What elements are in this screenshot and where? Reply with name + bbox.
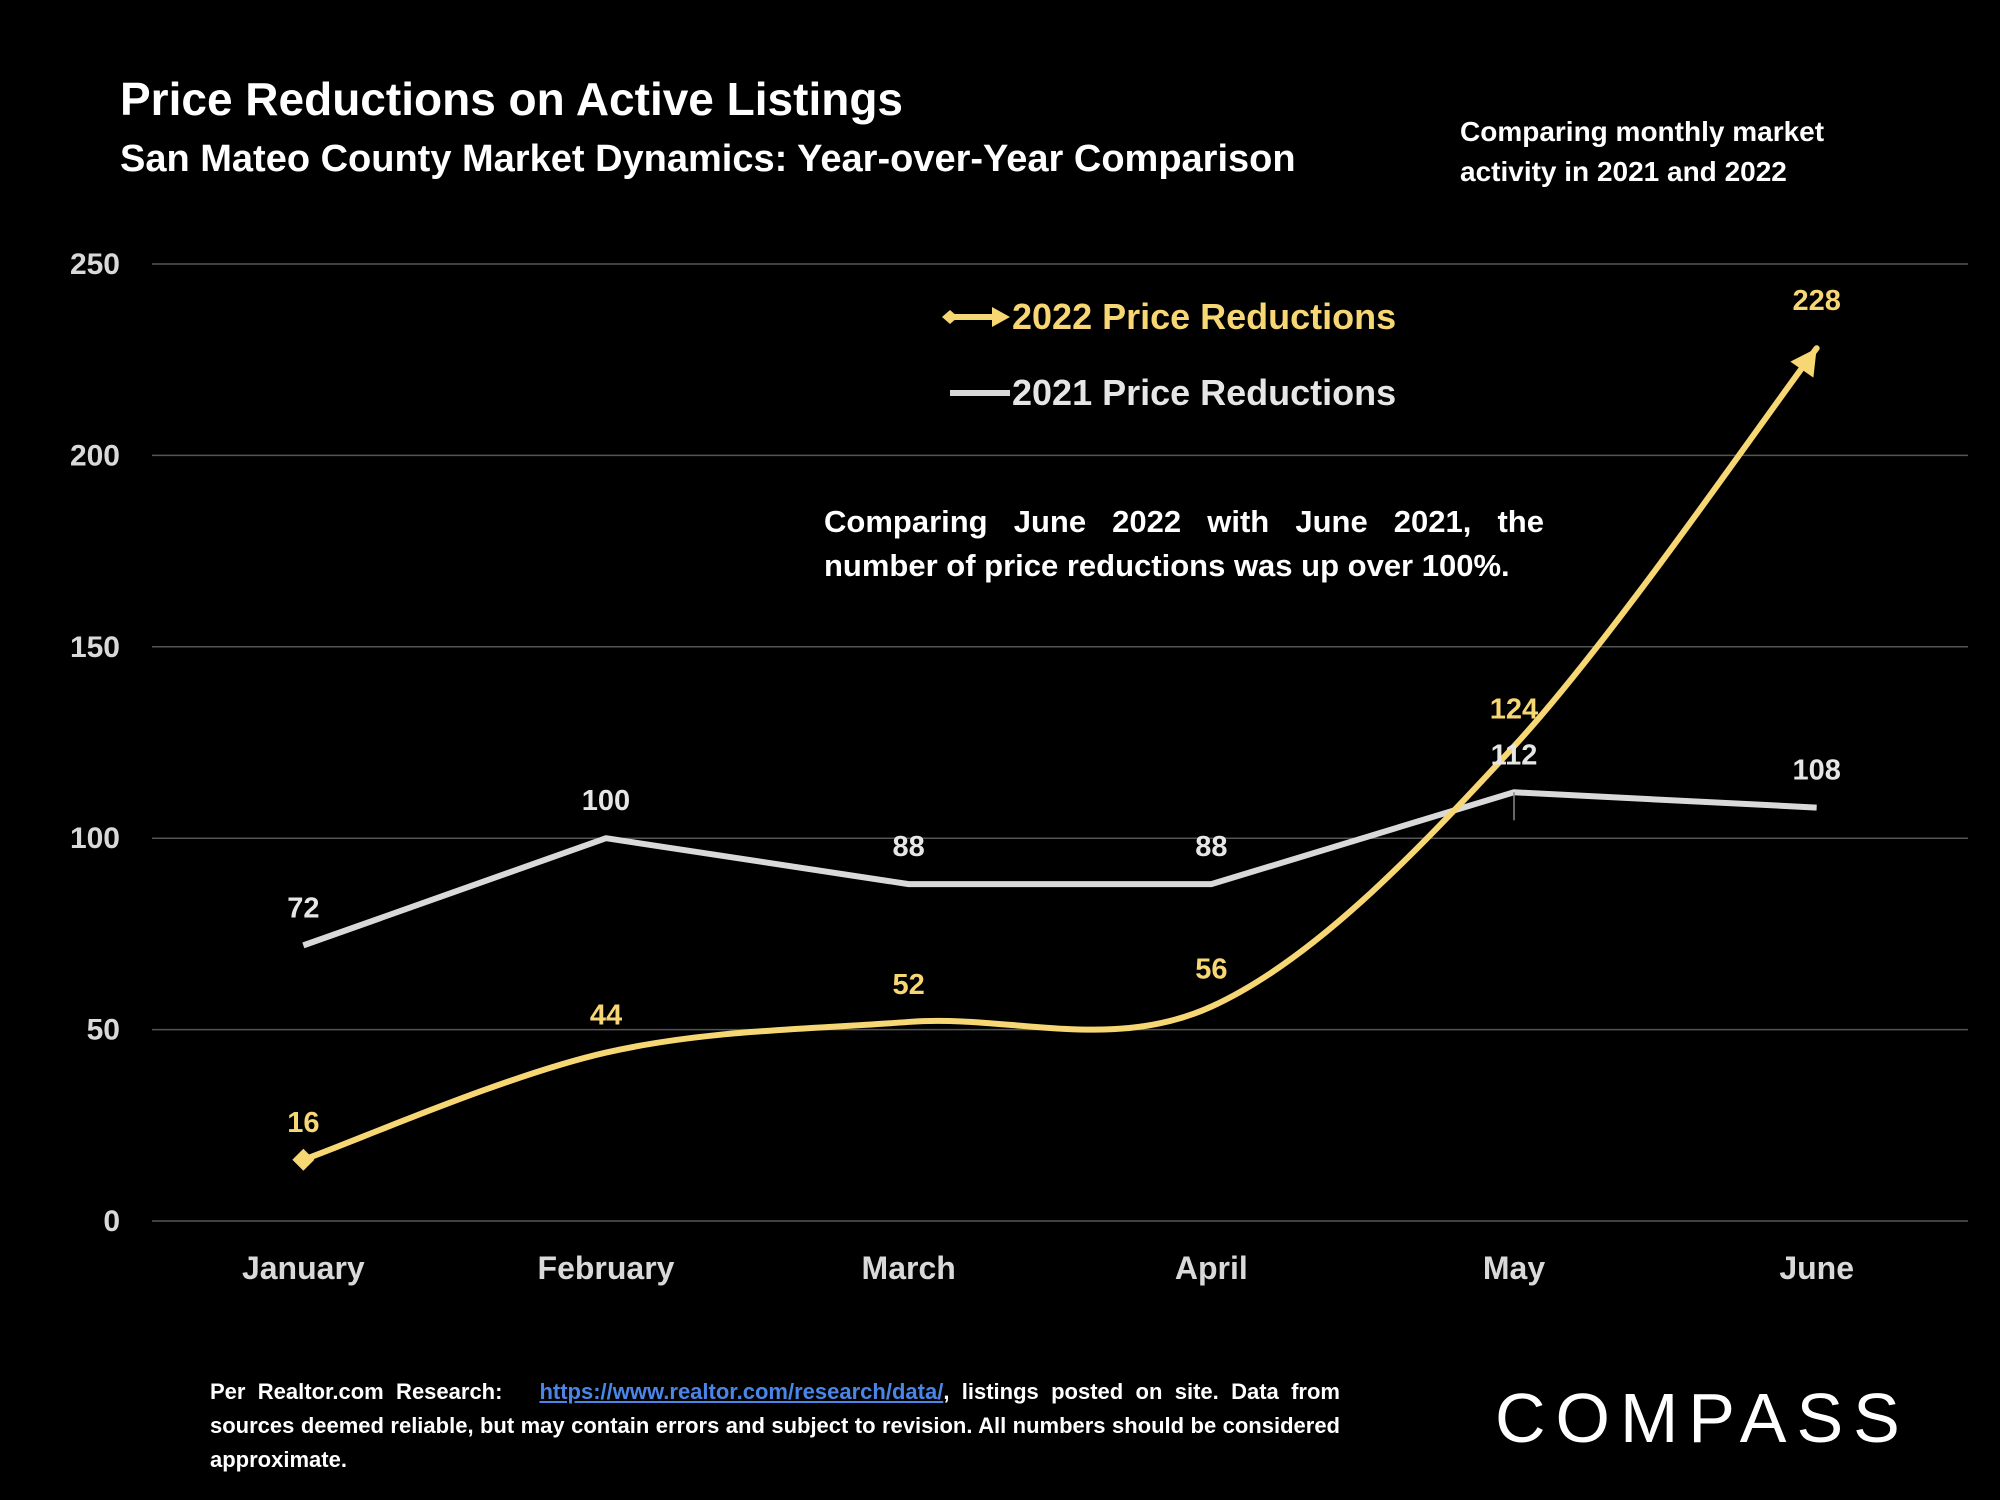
- x-tick-label: January: [242, 1250, 365, 1286]
- x-axis-tick-labels: January February March April May June: [242, 1250, 1854, 1286]
- legend-label-2021: 2021 Price Reductions: [1012, 372, 1397, 413]
- side-note: Comparing monthly market activity in 202…: [1460, 116, 1825, 187]
- y-tick-label: 250: [70, 248, 120, 281]
- data-label-2022: 228: [1792, 285, 1840, 317]
- legend-label-2022: 2022 Price Reductions: [1012, 296, 1397, 337]
- data-label-2021: 112: [1491, 739, 1538, 771]
- footnote-prefix: Per Realtor.com Research:: [210, 1379, 503, 1404]
- legend-swatch-2022: [942, 307, 1010, 327]
- compass-logo: COMPASS: [1495, 1379, 1910, 1457]
- data-label-2021: 88: [893, 831, 925, 863]
- series-line-2021: [302, 789, 1817, 949]
- data-label-2022: 16: [287, 1107, 319, 1139]
- data-label-2021: 88: [1195, 831, 1227, 863]
- chart-subtitle: San Mateo County Market Dynamics: Year-o…: [120, 138, 1296, 180]
- data-label-2022: 124: [1490, 693, 1538, 725]
- legend-item-2021: 2021 Price Reductions: [942, 368, 1396, 418]
- y-tick-label: 50: [87, 1014, 120, 1047]
- data-label-2021: 108: [1792, 755, 1840, 787]
- source-footnote: Per Realtor.com Research: https://www.re…: [210, 1375, 1340, 1477]
- x-tick-label: February: [538, 1250, 675, 1286]
- y-tick-label: 200: [70, 439, 120, 472]
- series-start-marker-2022: [292, 1148, 315, 1171]
- data-label-2021: 100: [582, 785, 630, 817]
- callout-text: Comparing June 2022 with June 2021, the …: [824, 504, 1544, 583]
- source-link[interactable]: https://www.realtor.com/research/data/: [539, 1379, 944, 1404]
- legend-item-2022: 2022 Price Reductions: [942, 292, 1396, 342]
- series-end-arrow-2022: [1790, 348, 1817, 378]
- data-label-2022: 44: [590, 1000, 622, 1032]
- x-tick-label: May: [1483, 1250, 1545, 1286]
- series-line-2022: [300, 345, 1820, 1163]
- legend-swatch-2021: [950, 390, 1010, 396]
- x-tick-label: June: [1779, 1250, 1854, 1286]
- data-label-2022: 56: [1195, 954, 1227, 986]
- y-tick-label: 100: [70, 822, 120, 855]
- data-labels: 72 100 88 88 112 108 16 44 52 56 124 228: [287, 285, 1841, 1139]
- y-axis-tick-labels: 0 50 100 150 200 250: [70, 248, 120, 1238]
- data-label-2021: 72: [287, 892, 319, 924]
- gridlines: [152, 263, 1968, 1222]
- chart-title: Price Reductions on Active Listings: [120, 73, 904, 125]
- footnote-suffix: , listings posted on site. Data from sou…: [210, 1379, 1340, 1472]
- y-tick-label: 150: [70, 631, 120, 664]
- series-lines: [292, 345, 1820, 1171]
- data-label-2022: 52: [893, 969, 925, 1001]
- x-tick-label: March: [862, 1250, 956, 1286]
- y-tick-label: 0: [103, 1205, 120, 1238]
- x-tick-label: April: [1175, 1250, 1248, 1286]
